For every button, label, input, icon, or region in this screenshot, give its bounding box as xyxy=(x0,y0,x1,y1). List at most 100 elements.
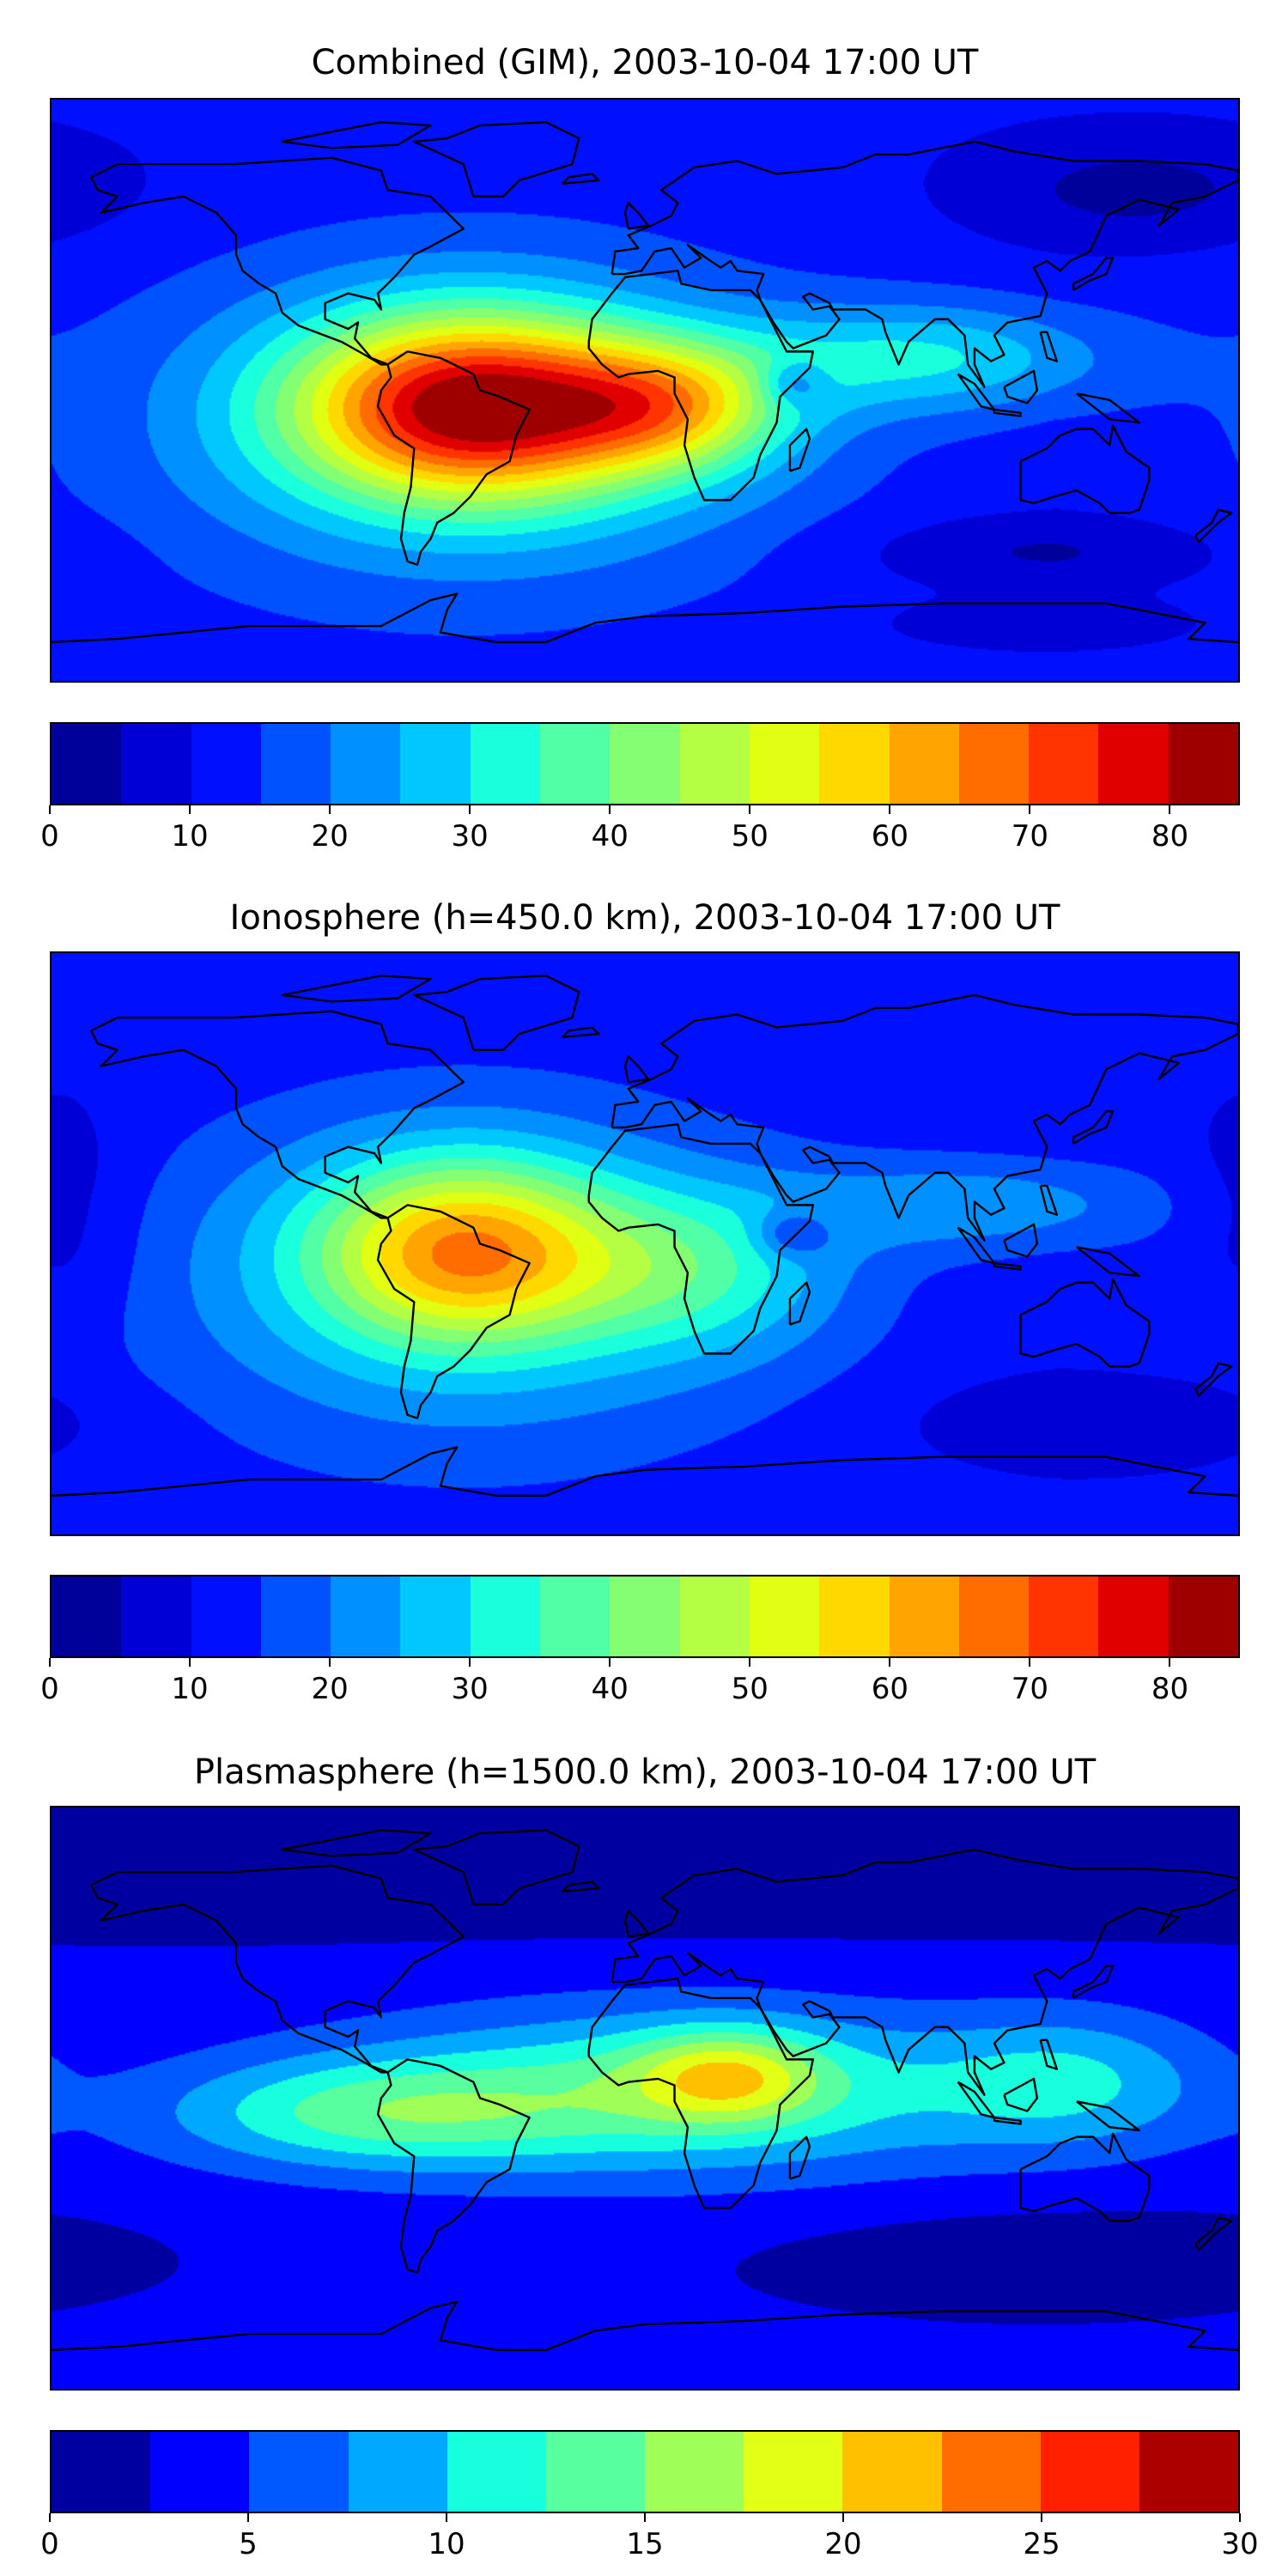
coastline xyxy=(589,270,813,500)
coastline xyxy=(625,203,648,228)
coastline xyxy=(1004,2079,1036,2111)
colorbar-segment xyxy=(679,724,750,804)
tick-label: 20 xyxy=(311,1672,349,1706)
colorbar-segment xyxy=(400,1577,471,1656)
tick-label: 0 xyxy=(40,1672,59,1706)
colorbar-segment xyxy=(249,2432,349,2512)
coastline xyxy=(589,1124,813,1353)
colorbar-ticks-combined: 0 10 20 30 40 50 60 70 80 xyxy=(40,805,1240,857)
tick-label: 70 xyxy=(1011,1672,1049,1706)
colorbar-segment xyxy=(260,724,331,804)
tick-mark xyxy=(469,805,471,814)
coastline xyxy=(612,142,1238,387)
colorbar-segment xyxy=(1168,1577,1239,1656)
tick-label: 0 xyxy=(40,819,59,854)
coastline xyxy=(625,1911,648,1936)
tick-mark xyxy=(749,1658,751,1667)
colorbar-segment xyxy=(819,1577,890,1656)
colorbar-segment xyxy=(958,1577,1030,1656)
colorbar-segment xyxy=(470,724,541,804)
colorbar-combined xyxy=(50,722,1240,805)
coastline xyxy=(562,1028,598,1037)
coastline xyxy=(1021,426,1150,513)
coastline xyxy=(562,174,598,184)
tick-mark xyxy=(644,2513,646,2522)
colorbar-segment xyxy=(842,2432,942,2512)
tick-mark xyxy=(889,1658,891,1667)
coastlines xyxy=(52,100,1238,681)
coastline xyxy=(562,1882,598,1892)
tick-label: 40 xyxy=(591,1672,629,1706)
coastline xyxy=(1077,2101,1139,2130)
coastline xyxy=(91,158,464,365)
coastline xyxy=(414,975,579,1050)
colorbar-segment xyxy=(260,1577,331,1656)
tick-label: 10 xyxy=(171,1672,209,1706)
colorbar-segment xyxy=(191,724,261,804)
tick-label: 20 xyxy=(311,819,349,854)
coastline xyxy=(790,1283,810,1325)
coastline xyxy=(283,975,431,1001)
tick-label: 60 xyxy=(871,1672,908,1706)
map-combined xyxy=(50,98,1240,683)
tick-mark xyxy=(1239,2513,1241,2522)
coastline xyxy=(91,1866,464,2073)
colorbar-segment xyxy=(191,1577,261,1656)
coastline xyxy=(1004,1224,1036,1257)
tick-mark xyxy=(842,2513,844,2522)
coastline xyxy=(1021,1279,1150,1367)
coastline xyxy=(414,1830,579,1905)
tick-mark xyxy=(1029,1658,1031,1667)
colorbar-segment xyxy=(150,2432,250,2512)
coastline xyxy=(612,995,1238,1241)
tick-mark xyxy=(329,1658,331,1667)
tick-mark xyxy=(49,805,51,814)
colorbar-segment xyxy=(121,724,191,804)
coastline xyxy=(52,593,1238,641)
tick-label: 30 xyxy=(451,1672,489,1706)
coastline xyxy=(1073,1111,1113,1144)
coastline xyxy=(958,374,994,410)
tick-mark xyxy=(1041,2513,1042,2522)
tick-label: 25 xyxy=(1023,2527,1060,2561)
colorbar-segment xyxy=(889,724,959,804)
colorbar-segment xyxy=(331,1577,401,1656)
tick-label: 50 xyxy=(731,819,769,854)
coastline xyxy=(1195,1364,1231,1396)
tick-mark xyxy=(1169,1658,1171,1667)
colorbar-segment xyxy=(52,2432,151,2512)
tick-label: 30 xyxy=(451,819,489,854)
colorbar-segment xyxy=(400,724,471,804)
tick-mark xyxy=(329,805,331,814)
tick-mark xyxy=(889,805,891,814)
coastline xyxy=(1073,258,1113,290)
coastline xyxy=(994,1263,1021,1270)
tick-label: 0 xyxy=(40,2527,59,2561)
tick-label: 30 xyxy=(1221,2527,1259,2561)
chart-title-ionosphere: Ionosphere (h=450.0 km), 2003-10-04 17:0… xyxy=(229,898,1060,938)
tick-label: 10 xyxy=(428,2527,465,2561)
coastline xyxy=(994,2117,1021,2124)
chart-title-plasmasphere: Plasmasphere (h=1500.0 km), 2003-10-04 1… xyxy=(193,1753,1097,1792)
coastline xyxy=(52,1447,1238,1495)
colorbar-ticks-plasmasphere: 0 5 10 15 20 25 30 xyxy=(40,2513,1259,2565)
coastline xyxy=(790,429,810,471)
tick-mark xyxy=(189,1658,191,1667)
colorbar-segment xyxy=(1029,724,1099,804)
tick-mark xyxy=(49,1658,51,1667)
colorbar-segment xyxy=(1029,1577,1099,1656)
coastline xyxy=(625,1056,648,1082)
colorbar-segment xyxy=(958,724,1030,804)
colorbar-segment xyxy=(610,724,680,804)
colorbar-segment xyxy=(749,1577,820,1656)
colorbar-segment xyxy=(679,1577,750,1656)
tick-mark xyxy=(1029,805,1031,814)
coastline xyxy=(1004,371,1036,404)
tick-label: 20 xyxy=(824,2527,862,2561)
chart-title-combined: Combined (GIM), 2003-10-04 17:00 UT xyxy=(311,43,979,82)
tick-mark xyxy=(609,1658,611,1667)
tec-contour-field xyxy=(52,953,1238,1534)
colorbar-segment xyxy=(447,2432,546,2512)
coastline xyxy=(1077,1247,1139,1276)
colorbar-segment xyxy=(1040,2432,1139,2512)
